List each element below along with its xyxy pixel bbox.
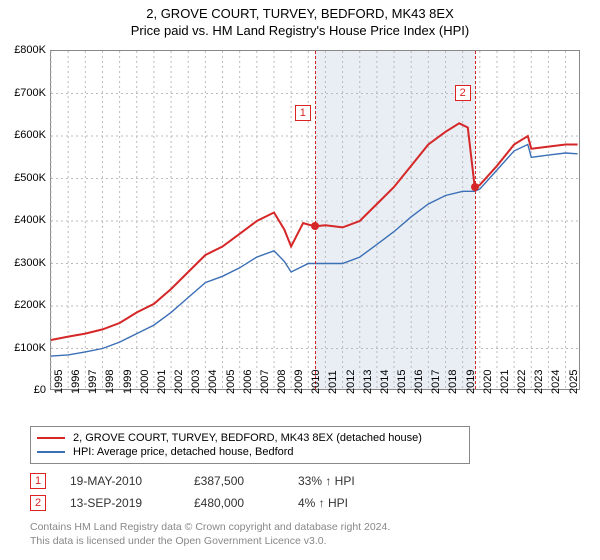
legend-swatch bbox=[37, 451, 65, 453]
x-tick-label: 2003 bbox=[190, 370, 202, 394]
legend: 2, GROVE COURT, TURVEY, BEDFORD, MK43 8E… bbox=[30, 426, 470, 464]
x-tick-label: 2023 bbox=[533, 370, 545, 394]
x-tick-label: 1998 bbox=[104, 370, 116, 394]
sale-marker-line bbox=[315, 51, 316, 389]
x-tick-label: 2014 bbox=[379, 370, 391, 394]
y-tick-label: £100K bbox=[14, 342, 46, 354]
y-tick-label: £600K bbox=[14, 129, 46, 141]
sale-price: £387,500 bbox=[194, 474, 274, 488]
chart-container: 2, GROVE COURT, TURVEY, BEDFORD, MK43 8E… bbox=[0, 0, 600, 560]
x-tick-label: 2002 bbox=[173, 370, 185, 394]
y-tick-label: £500K bbox=[14, 172, 46, 184]
y-axis-labels: £0£100K£200K£300K£400K£500K£600K£700K£80… bbox=[0, 50, 50, 390]
sales-table: 1 19-MAY-2010 £387,500 33% ↑ HPI 2 13-SE… bbox=[30, 470, 398, 514]
legend-item: 2, GROVE COURT, TURVEY, BEDFORD, MK43 8E… bbox=[37, 431, 463, 445]
x-tick-label: 2025 bbox=[568, 370, 580, 394]
x-tick-label: 2000 bbox=[139, 370, 151, 394]
sale-marker-line bbox=[475, 51, 476, 389]
y-tick-label: £800K bbox=[14, 44, 46, 56]
x-tick-label: 2015 bbox=[396, 370, 408, 394]
chart-title-address: 2, GROVE COURT, TURVEY, BEDFORD, MK43 8E… bbox=[10, 6, 590, 21]
legend-label: HPI: Average price, detached house, Bedf… bbox=[73, 446, 294, 458]
x-tick-label: 2009 bbox=[293, 370, 305, 394]
legend-label: 2, GROVE COURT, TURVEY, BEDFORD, MK43 8E… bbox=[73, 432, 422, 444]
x-tick-label: 2013 bbox=[362, 370, 374, 394]
sale-price: £480,000 bbox=[194, 496, 274, 510]
sale-dot bbox=[311, 222, 319, 230]
sale-flag-icon: 1 bbox=[30, 473, 46, 489]
x-tick-label: 2010 bbox=[310, 370, 322, 394]
footer-line: This data is licensed under the Open Gov… bbox=[30, 534, 390, 548]
chart-title-subtitle: Price paid vs. HM Land Registry's House … bbox=[10, 23, 590, 38]
x-tick-label: 2016 bbox=[413, 370, 425, 394]
title-block: 2, GROVE COURT, TURVEY, BEDFORD, MK43 8E… bbox=[0, 0, 600, 42]
y-tick-label: £200K bbox=[14, 299, 46, 311]
footer-line: Contains HM Land Registry data © Crown c… bbox=[30, 520, 390, 534]
x-tick-label: 2022 bbox=[516, 370, 528, 394]
y-tick-label: £300K bbox=[14, 257, 46, 269]
sale-date: 13-SEP-2019 bbox=[70, 496, 170, 510]
sale-flag-icon: 2 bbox=[455, 85, 471, 101]
x-tick-label: 2024 bbox=[550, 370, 562, 394]
sale-flag-icon: 1 bbox=[295, 105, 311, 121]
x-tick-label: 2011 bbox=[327, 370, 339, 394]
sale-delta: 4% ↑ HPI bbox=[298, 496, 398, 510]
x-tick-label: 2018 bbox=[447, 370, 459, 394]
footer-attribution: Contains HM Land Registry data © Crown c… bbox=[30, 520, 390, 548]
x-tick-label: 2012 bbox=[345, 370, 357, 394]
y-tick-label: £400K bbox=[14, 214, 46, 226]
x-tick-label: 2019 bbox=[465, 370, 477, 394]
y-tick-label: £0 bbox=[34, 384, 46, 396]
x-tick-label: 1996 bbox=[70, 370, 82, 394]
x-tick-label: 2007 bbox=[259, 370, 271, 394]
y-tick-label: £700K bbox=[14, 87, 46, 99]
sale-delta: 33% ↑ HPI bbox=[298, 474, 398, 488]
sales-row: 1 19-MAY-2010 £387,500 33% ↑ HPI bbox=[30, 470, 398, 492]
x-tick-label: 2017 bbox=[430, 370, 442, 394]
x-tick-label: 2020 bbox=[482, 370, 494, 394]
x-tick-label: 1999 bbox=[122, 370, 134, 394]
x-tick-label: 1997 bbox=[87, 370, 99, 394]
legend-item: HPI: Average price, detached house, Bedf… bbox=[37, 445, 463, 459]
chart-plot-area: 12 bbox=[50, 50, 580, 390]
x-tick-label: 2021 bbox=[499, 370, 511, 394]
x-tick-label: 2008 bbox=[276, 370, 288, 394]
x-tick-label: 1995 bbox=[53, 370, 65, 394]
x-tick-label: 2005 bbox=[225, 370, 237, 394]
sale-dot bbox=[471, 183, 479, 191]
sale-flag-icon: 2 bbox=[30, 495, 46, 511]
x-tick-label: 2006 bbox=[242, 370, 254, 394]
x-axis-labels: 1995199619971998199920002001200220032004… bbox=[50, 390, 580, 430]
sale-date: 19-MAY-2010 bbox=[70, 474, 170, 488]
sales-row: 2 13-SEP-2019 £480,000 4% ↑ HPI bbox=[30, 492, 398, 514]
x-tick-label: 2001 bbox=[156, 370, 168, 394]
legend-swatch bbox=[37, 437, 65, 439]
x-tick-label: 2004 bbox=[207, 370, 219, 394]
